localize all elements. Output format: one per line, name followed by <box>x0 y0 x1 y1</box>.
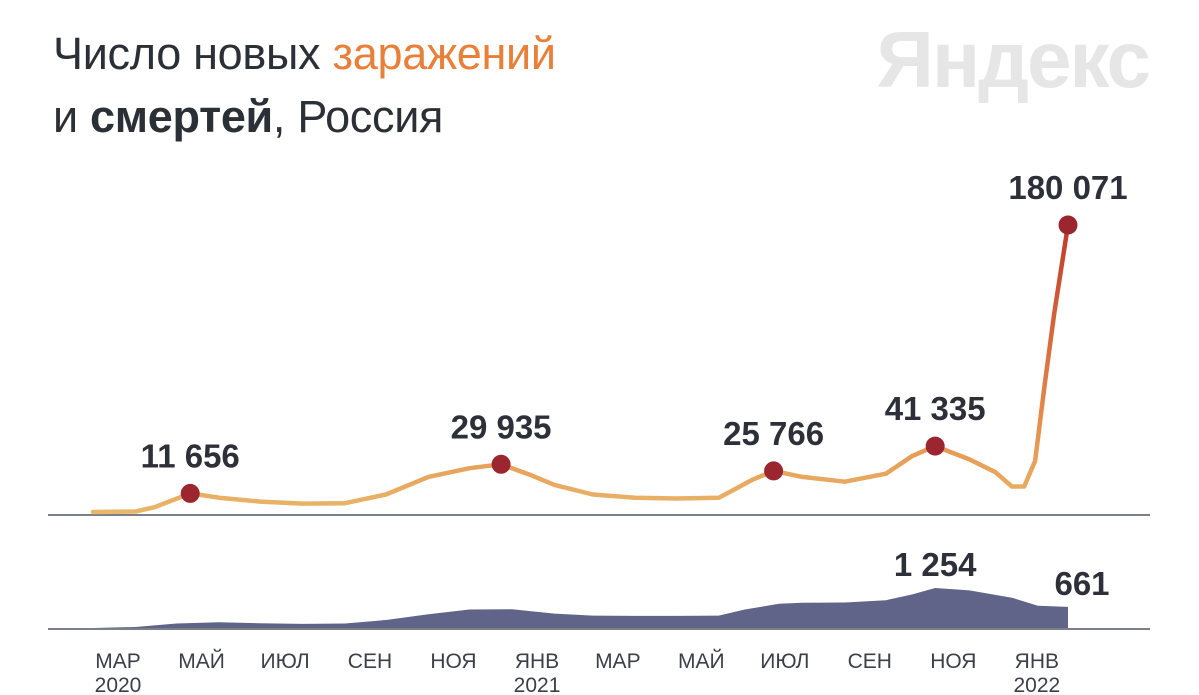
infections-peak-label: 11 656 <box>141 437 240 474</box>
x-tick-month: НОЯ <box>430 650 476 673</box>
infections-peak-label: 41 335 <box>885 390 986 427</box>
infections-peak-label: 29 935 <box>451 408 552 445</box>
infections-peak-marker <box>491 454 511 474</box>
infections-peak-label: 25 766 <box>723 415 824 452</box>
x-tick-month: МАР <box>95 650 141 673</box>
x-tick-month: СЕН <box>848 650 892 673</box>
deaths-area-series <box>93 588 1068 628</box>
infections-peak-marker <box>1058 215 1078 235</box>
infections-peak-marker <box>925 436 945 456</box>
deaths-area <box>93 588 1068 628</box>
chart-title: Число новых заражений и смертей, Россия <box>53 22 556 148</box>
title-country: , Россия <box>272 91 444 142</box>
yandex-logo: Яндекс <box>876 15 1151 104</box>
infections-peak-marker <box>764 461 784 481</box>
deaths-peak-label: 1 254 <box>894 546 977 583</box>
peak-labels: 11 656 29 935 25 766 41 335 180 071 1 254 661 <box>141 169 1128 602</box>
title-infections-word: заражений <box>332 28 556 79</box>
axes <box>48 514 1150 630</box>
title-line-2: и смертей, Россия <box>53 85 556 148</box>
x-tick-month: ИЮЛ <box>260 650 309 673</box>
title-text-part: и <box>53 91 91 142</box>
title-text-part: Число новых <box>53 28 333 79</box>
infections-line-series <box>90 222 1071 515</box>
title-line-1: Число новых заражений <box>53 22 556 85</box>
infections-peak-marker <box>180 483 200 503</box>
x-tick-month: МАЙ <box>678 649 725 673</box>
x-tick-month: ЯНВ <box>1015 650 1059 673</box>
x-tick-month: НОЯ <box>930 650 976 673</box>
infections-line <box>90 222 1071 515</box>
x-tick-year: 2021 <box>514 674 561 695</box>
x-tick-month: ЯНВ <box>515 650 559 673</box>
x-tick-month: МАЙ <box>178 649 225 673</box>
deaths-peak-label: 661 <box>1054 565 1109 602</box>
infections-peak-label: 180 071 <box>1008 169 1127 206</box>
x-tick-month: МАР <box>595 650 641 673</box>
title-deaths-word: смертей <box>90 91 273 142</box>
x-tick-month: СЕН <box>348 650 392 673</box>
x-tick-year: 2020 <box>95 674 142 695</box>
x-tick-month: ИЮЛ <box>760 650 809 673</box>
peak-markers <box>180 215 1078 503</box>
x-tick-year: 2022 <box>1013 674 1060 695</box>
